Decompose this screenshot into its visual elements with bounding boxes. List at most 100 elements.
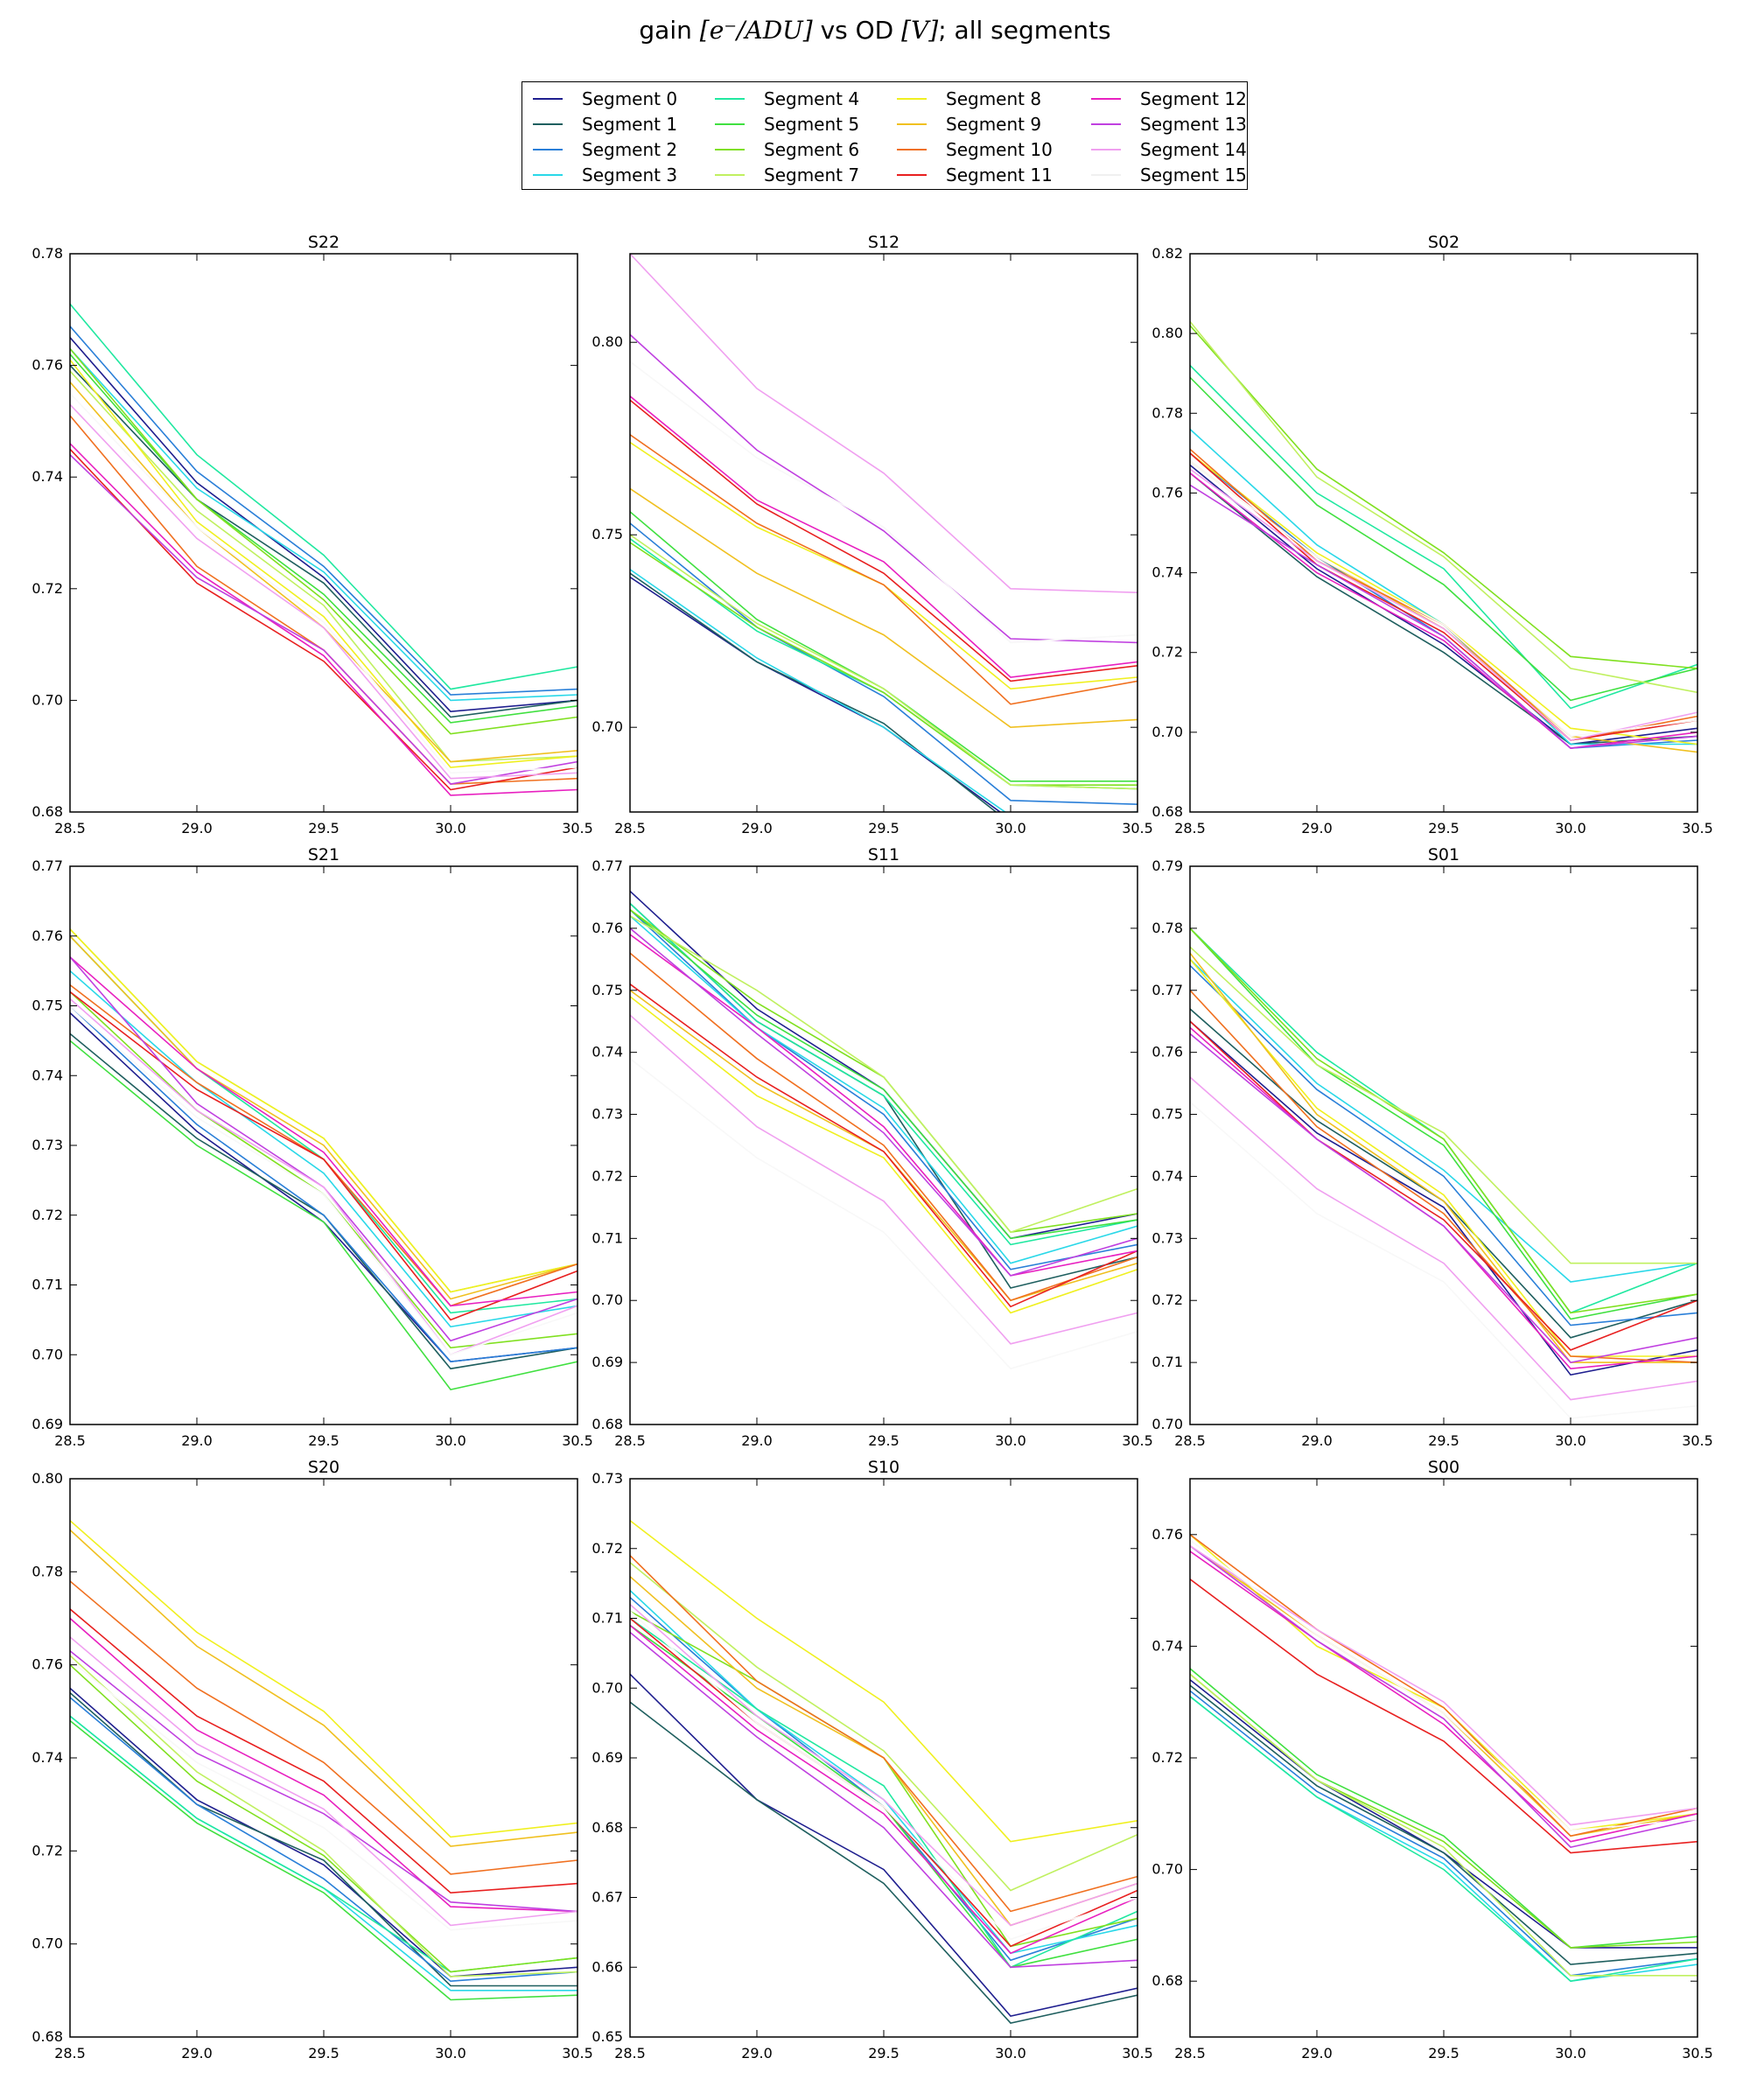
series-line-segment-4 xyxy=(70,935,578,1314)
series-line-segment-3 xyxy=(630,569,1138,812)
series-line-segment-8 xyxy=(1190,1534,1698,1831)
series-line-segment-7 xyxy=(630,534,1138,790)
y-tick-label: 0.75 xyxy=(592,526,623,542)
y-tick-label: 0.76 xyxy=(1152,1044,1183,1060)
series-line-segment-3 xyxy=(630,1590,1138,1955)
y-tick-label: 0.70 xyxy=(32,691,63,708)
series-line-segment-3 xyxy=(70,347,578,702)
x-tick-label: 30.0 xyxy=(995,1432,1026,1449)
series-line-segment-3 xyxy=(70,1715,578,1992)
subplot-s20: 28.5 29.0 29.5 30.0 30.5 0.68 0.70 0.72 0.74 0.76… xyxy=(32,1458,592,2062)
y-tick-label: 0.71 xyxy=(592,1229,623,1246)
y-tick-label: 0.75 xyxy=(32,998,63,1014)
legend-label: Segment 3 xyxy=(582,164,678,186)
legend: Segment 0 Segment 1 Segment 2 Segment 3 Segm… xyxy=(522,81,1248,190)
x-tick-label: 30.0 xyxy=(1555,820,1586,836)
subplot-s10: 28.5 29.0 29.5 30.0 30.5 0.65 0.66 0.67 0.68 0.69… xyxy=(592,1458,1152,2062)
y-tick-label: 0.70 xyxy=(1152,1416,1183,1432)
series-line-segment-8 xyxy=(630,1520,1138,1843)
legend-label: Segment 11 xyxy=(946,164,1053,186)
y-tick-label: 0.73 xyxy=(592,1470,623,1487)
subplot-s21: 28.5 29.0 29.5 30.0 30.5 0.69 0.70 0.71 0.72 0.73… xyxy=(32,845,592,1449)
y-tick-label: 0.77 xyxy=(1152,982,1183,998)
subplot-title: S12 xyxy=(868,233,900,252)
y-tick-label: 0.74 xyxy=(592,1044,623,1060)
plot-frame xyxy=(69,1478,578,2038)
series-line-segment-4 xyxy=(70,303,578,690)
y-tick-label: 0.74 xyxy=(32,1067,63,1083)
legend-swatch xyxy=(533,149,563,150)
series-line-segment-14 xyxy=(70,403,578,780)
legend-label: Segment 8 xyxy=(946,88,1042,109)
series-line-segment-0 xyxy=(630,576,1138,812)
series-line-segment-13 xyxy=(70,1650,578,1913)
y-tick-label: 0.80 xyxy=(592,333,623,350)
series-group xyxy=(630,254,1138,812)
y-tick-label: 0.73 xyxy=(592,1106,623,1123)
series-line-segment-15 xyxy=(70,1004,578,1356)
x-tick-label: 30.5 xyxy=(1682,820,1713,836)
series-line-segment-6 xyxy=(1190,325,1698,669)
x-tick-label: 29.5 xyxy=(868,1432,900,1449)
series-line-segment-7 xyxy=(630,1562,1138,1892)
series-line-segment-8 xyxy=(1190,452,1698,746)
x-tick-label: 29.0 xyxy=(1301,1432,1333,1449)
y-tick-label: 0.79 xyxy=(1152,858,1183,874)
x-tick-label: 28.5 xyxy=(54,820,86,836)
x-tick-label: 30.5 xyxy=(562,1432,593,1449)
series-line-segment-12 xyxy=(630,1624,1138,1955)
subplot-s12: 28.5 29.0 29.5 30.0 30.5 0.70 0.75 0.80 S12 xyxy=(592,233,1152,836)
series-line-segment-4 xyxy=(1190,1696,1698,1983)
y-tick-label: 0.70 xyxy=(592,1679,623,1696)
series-line-segment-0 xyxy=(70,1687,578,1978)
x-tick-label: 30.0 xyxy=(1555,1432,1586,1449)
series-line-segment-4 xyxy=(630,902,1138,1246)
series-line-segment-9 xyxy=(630,487,1138,729)
title-od-unit: [V] xyxy=(901,16,939,45)
x-tick-label: 29.0 xyxy=(181,1432,213,1449)
x-tick-label: 30.0 xyxy=(435,1432,466,1449)
y-tick-label: 0.76 xyxy=(1152,484,1183,500)
legend-swatch xyxy=(533,123,563,125)
series-line-segment-3 xyxy=(630,915,1138,1264)
series-line-segment-13 xyxy=(630,1631,1138,1969)
y-tick-label: 0.78 xyxy=(32,1563,63,1579)
series-line-segment-5 xyxy=(70,354,578,724)
series-group xyxy=(630,890,1138,1370)
y-tick-label: 0.78 xyxy=(1152,404,1183,421)
subplot-title: S22 xyxy=(308,233,340,252)
legend-label: Segment 4 xyxy=(764,88,860,109)
x-tick-label: 30.0 xyxy=(435,2045,466,2062)
series-line-segment-5 xyxy=(70,1719,578,2001)
y-tick-label: 0.66 xyxy=(592,1958,623,1975)
plot-frame xyxy=(1189,1478,1698,2038)
series-line-segment-2 xyxy=(1190,1690,1698,1977)
series-line-segment-5 xyxy=(1190,376,1698,702)
x-tick-label: 29.0 xyxy=(181,820,213,836)
y-tick-label: 0.68 xyxy=(592,1416,623,1432)
series-line-segment-7 xyxy=(70,928,578,1293)
series-line-segment-2 xyxy=(70,326,578,696)
y-tick-label: 0.77 xyxy=(592,858,623,874)
series-line-segment-10 xyxy=(70,1580,578,1875)
subplot-s01: 28.5 29.0 29.5 30.0 30.5 0.70 0.71 0.72 0.73 0.74… xyxy=(1152,845,1712,1449)
legend-swatch xyxy=(897,98,927,100)
x-tick-label: 28.5 xyxy=(1174,1432,1206,1449)
x-tick-label: 30.5 xyxy=(562,2045,593,2062)
series-line-segment-11 xyxy=(1190,452,1698,741)
x-tick-label: 30.5 xyxy=(1122,1432,1153,1449)
x-tick-label: 29.5 xyxy=(1428,820,1460,836)
title-middle: vs OD xyxy=(812,16,902,45)
y-tick-label: 0.70 xyxy=(32,1936,63,1952)
series-line-segment-1 xyxy=(70,365,578,718)
series-line-segment-12 xyxy=(70,443,578,796)
y-tick-label: 0.76 xyxy=(32,1656,63,1673)
y-tick-label: 0.74 xyxy=(32,468,63,485)
y-tick-label: 0.74 xyxy=(32,1749,63,1766)
legend-label: Segment 6 xyxy=(764,139,860,160)
series-line-segment-6 xyxy=(1190,1673,1698,1949)
series-line-segment-8 xyxy=(70,1520,578,1838)
series-line-segment-10 xyxy=(1190,990,1698,1363)
legend-swatch xyxy=(715,123,745,125)
series-line-segment-9 xyxy=(1190,1544,1698,1838)
